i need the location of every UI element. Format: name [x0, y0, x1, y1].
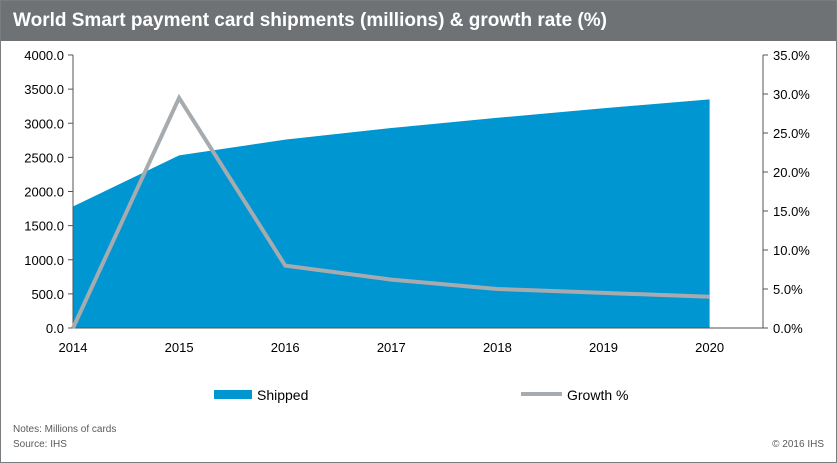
y-left-tick-label: 2500.0	[24, 150, 64, 165]
x-tick-label: 2015	[165, 340, 194, 355]
y-right-tick-label: 10.0%	[773, 243, 810, 258]
y-right-tick-label: 15.0%	[773, 204, 810, 219]
y-right-tick-label: 0.0%	[773, 321, 803, 336]
growth-point	[72, 327, 74, 329]
legend-shipped-swatch	[214, 390, 252, 399]
growth-point	[390, 279, 392, 281]
growth-point	[284, 265, 286, 267]
y-right-tick-label: 35.0%	[773, 48, 810, 63]
y-right-tick-label: 5.0%	[773, 282, 803, 297]
y-left-tick-label: 4000.0	[24, 48, 64, 63]
y-right-tick-label: 30.0%	[773, 87, 810, 102]
y-left-tick-label: 1000.0	[24, 253, 64, 268]
x-tick-label: 2019	[589, 340, 618, 355]
y-right-tick-label: 25.0%	[773, 126, 810, 141]
growth-point	[178, 97, 180, 99]
x-tick-label: 2016	[271, 340, 300, 355]
x-tick-label: 2014	[59, 340, 88, 355]
source-text: Source: IHS	[13, 439, 67, 450]
y-right-tick-label: 20.0%	[773, 165, 810, 180]
legend-shipped-label: Shipped	[257, 387, 308, 403]
growth-point	[709, 296, 711, 298]
x-tick-label: 2017	[377, 340, 406, 355]
plot-area: 0.0 500.0 1000.0 1500.0 2000.0 2500.0 3000.0 35…	[24, 48, 810, 355]
notes-text: Notes: Millions of cards	[13, 424, 117, 435]
legend-growth-label: Growth %	[567, 387, 628, 403]
y-left-tick-label: 1500.0	[24, 219, 64, 234]
growth-point	[496, 288, 498, 290]
y-left-tick-label: 3000.0	[24, 116, 64, 131]
copyright-text: © 2016 IHS	[772, 439, 824, 450]
y-left-tick-label: 0.0	[46, 321, 64, 336]
x-tick-label: 2018	[483, 340, 512, 355]
growth-point	[603, 292, 604, 294]
y-left-tick-label: 500.0	[31, 287, 64, 302]
y-left-tick-label: 2000.0	[24, 185, 64, 200]
legend: Shipped Growth %	[214, 387, 628, 403]
title-bar: World Smart payment card shipments (mill…	[1, 1, 836, 41]
chart-title: World Smart payment card shipments (mill…	[13, 10, 608, 31]
shipped-area	[73, 99, 710, 328]
x-tick-label: 2020	[695, 340, 724, 355]
y-left-tick-label: 3500.0	[24, 82, 64, 97]
